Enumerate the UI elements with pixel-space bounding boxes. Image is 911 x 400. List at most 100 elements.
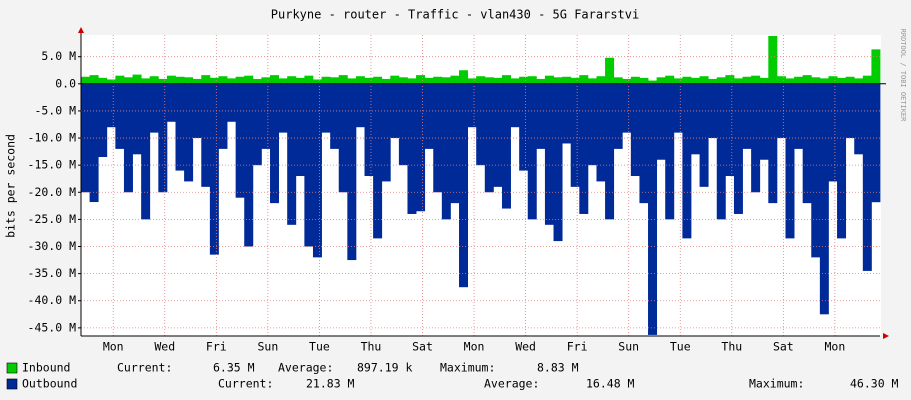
outbound-bar bbox=[398, 83, 408, 166]
inbound-bar bbox=[690, 77, 700, 84]
inbound-bar bbox=[141, 78, 151, 84]
inbound-bar bbox=[716, 77, 726, 84]
inbound-bar bbox=[192, 78, 202, 84]
inbound-bar bbox=[407, 78, 417, 84]
inbound-bar bbox=[493, 77, 503, 84]
x-tick-label: Sat bbox=[412, 340, 433, 354]
inbound-bar bbox=[441, 77, 451, 84]
inbound-bar bbox=[338, 75, 348, 84]
inbound-bar bbox=[184, 77, 194, 84]
inbound-bar bbox=[828, 76, 838, 84]
y-tick-label: -45.0 M bbox=[28, 320, 77, 334]
outbound-bar bbox=[862, 83, 872, 271]
outbound-bar bbox=[270, 83, 280, 204]
inbound-bar bbox=[768, 35, 778, 84]
x-tick-label: Mon bbox=[103, 340, 124, 354]
inbound-bar bbox=[132, 74, 142, 84]
outbound-bar bbox=[261, 83, 271, 149]
inbound-bar bbox=[467, 78, 477, 84]
inbound-bar bbox=[424, 77, 434, 84]
inbound-bar bbox=[519, 76, 529, 84]
inbound-bar bbox=[785, 78, 795, 84]
inbound-bar bbox=[648, 80, 658, 84]
outbound-bar bbox=[725, 83, 735, 177]
x-tick-label: Sun bbox=[257, 340, 278, 354]
inbound-bar bbox=[278, 78, 288, 84]
inbound-bar bbox=[742, 76, 752, 84]
y-axis-label: bits per second bbox=[4, 134, 18, 238]
outbound-bar bbox=[811, 83, 821, 258]
outbound-bar bbox=[708, 83, 718, 139]
inbound-bar bbox=[802, 75, 812, 84]
outbound-bar bbox=[871, 83, 881, 203]
outbound-bar bbox=[330, 83, 340, 149]
y-tick-label: -20.0 M bbox=[28, 185, 77, 199]
outbound-bar bbox=[854, 83, 864, 155]
outbound-bar bbox=[656, 83, 666, 160]
inbound-bar bbox=[476, 76, 486, 84]
outbound-bar bbox=[115, 83, 125, 149]
x-tick-label: Mon bbox=[464, 340, 485, 354]
outbound-bar bbox=[81, 83, 90, 193]
inbound-bar bbox=[149, 76, 159, 84]
inbound-bar bbox=[579, 75, 589, 84]
outbound-bar bbox=[639, 83, 649, 204]
y-tick-label: -25.0 M bbox=[28, 212, 77, 226]
x-tick-label: Wed bbox=[154, 340, 175, 354]
outbound-bar bbox=[338, 83, 348, 193]
y-tick-label: -30.0 M bbox=[28, 239, 77, 253]
outbound-bar bbox=[493, 83, 503, 187]
inbound-bar bbox=[837, 77, 847, 84]
inbound-bar bbox=[759, 77, 769, 84]
inbound-bar bbox=[776, 76, 786, 84]
outbound-bar bbox=[579, 83, 589, 214]
x-tick-label: Sun bbox=[618, 340, 639, 354]
outbound-bar bbox=[751, 83, 761, 193]
outbound-bar bbox=[98, 83, 108, 158]
outbound-bar bbox=[390, 83, 400, 139]
x-tick-label: Mon bbox=[825, 340, 846, 354]
inbound-bar bbox=[682, 76, 692, 84]
outbound-bar bbox=[175, 83, 185, 171]
inbound-bar bbox=[665, 75, 675, 84]
inbound-bar bbox=[699, 76, 709, 84]
legend-stat-value: 16.48 M bbox=[586, 377, 635, 391]
inbound-bar bbox=[252, 78, 262, 84]
outbound-bar bbox=[184, 83, 194, 182]
legend-stat-label: Maximum: bbox=[749, 377, 804, 391]
inbound-bar bbox=[270, 75, 280, 84]
inbound-bar bbox=[484, 77, 494, 84]
chart-title: Purkyne - router - Traffic - vlan430 - 5… bbox=[271, 8, 639, 22]
outbound-bar bbox=[622, 83, 632, 133]
inbound-bar bbox=[630, 76, 640, 84]
outbound-bar bbox=[450, 83, 460, 204]
inbound-bar bbox=[673, 78, 683, 84]
inbound-bar bbox=[622, 78, 632, 84]
outbound-bar bbox=[407, 83, 417, 214]
legend-label: Outbound bbox=[22, 377, 77, 391]
inbound-bar bbox=[304, 75, 314, 84]
outbound-bar bbox=[192, 83, 202, 139]
y-tick-label: -10.0 M bbox=[28, 131, 77, 145]
outbound-bar bbox=[819, 83, 829, 315]
inbound-bar bbox=[123, 77, 133, 84]
y-tick-label: -5.0 M bbox=[34, 103, 76, 117]
inbound-bar bbox=[106, 79, 116, 84]
inbound-bar bbox=[596, 76, 606, 84]
outbound-bar bbox=[209, 83, 219, 255]
outbound-bar bbox=[845, 83, 855, 139]
inbound-bar bbox=[416, 75, 426, 84]
outbound-bar bbox=[613, 83, 623, 149]
x-tick-label: Fri bbox=[567, 340, 588, 354]
outbound-bar bbox=[536, 83, 546, 149]
outbound-bar bbox=[166, 83, 176, 122]
x-tick-label: Thu bbox=[361, 340, 382, 354]
outbound-bar bbox=[278, 83, 288, 133]
outbound-bar bbox=[759, 83, 769, 160]
outbound-bar bbox=[553, 83, 563, 242]
inbound-bar bbox=[819, 78, 829, 84]
y-tick-label: -40.0 M bbox=[28, 293, 77, 307]
inbound-bar bbox=[295, 77, 305, 84]
legend-stat-label: Maximum: bbox=[440, 361, 495, 375]
